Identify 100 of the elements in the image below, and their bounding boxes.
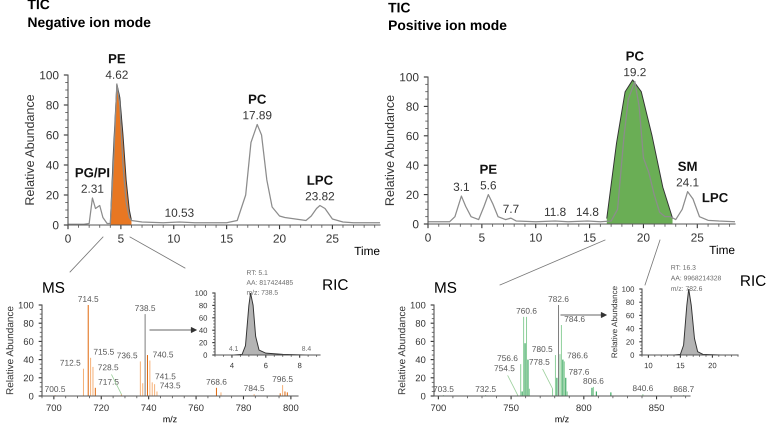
- annotation: 741.5: [155, 374, 176, 380]
- annotation: 796.5: [272, 376, 293, 382]
- annotation: 712.5: [60, 360, 80, 366]
- chart-title: RIC: [323, 279, 348, 290]
- annotation: 736.5: [117, 352, 138, 358]
- annotation: PG/PI: [76, 168, 110, 178]
- y-tick-label: 0: [52, 221, 59, 230]
- annotation: 17.89: [243, 111, 272, 120]
- annotation: 780.5: [532, 346, 552, 352]
- y-tick-label: 0: [412, 220, 419, 228]
- annotation: PE: [108, 54, 126, 64]
- y-tick-label: 40: [24, 356, 34, 364]
- annotation: 5.6: [480, 181, 496, 190]
- x-tick-label: 740: [141, 404, 156, 412]
- x-tick-label: 700: [430, 404, 446, 412]
- y-tick-label: 80: [24, 320, 34, 327]
- annotation: 703.5: [433, 386, 454, 392]
- y-tick-label: 60: [46, 131, 59, 140]
- x-tick-label: 720: [94, 404, 109, 412]
- y-axis-title: Relative Abundance: [384, 95, 394, 206]
- y-tick-label: 100: [410, 302, 426, 309]
- annotation: 10.53: [166, 208, 194, 217]
- annotation: 714.5: [78, 296, 98, 302]
- y-tick-label: 80: [46, 101, 59, 110]
- annotation: 14.8: [576, 208, 598, 216]
- annotation: 784.5: [244, 385, 264, 392]
- x-tick-label: 760: [188, 404, 204, 412]
- annotation: LPC: [702, 192, 728, 202]
- annotation: 743.5: [160, 382, 180, 388]
- annotation: 778.5: [529, 358, 550, 365]
- x-tick-label: 10: [530, 233, 542, 242]
- x-tick-label: 750: [504, 404, 519, 412]
- x-axis-title: Time: [354, 246, 380, 256]
- y-tick-label: 20: [24, 374, 34, 382]
- annotation: 2.31: [82, 184, 104, 193]
- annotation: 728.5: [98, 364, 118, 370]
- x-tick-label: 20: [637, 233, 650, 242]
- annotation: PC: [248, 94, 266, 104]
- annotation: 806.6: [583, 378, 604, 384]
- y-tick-label: 20: [406, 190, 419, 199]
- y-tick-label: 60: [24, 338, 34, 345]
- annotation: 732.5: [476, 386, 496, 392]
- y-tick-label: 80: [406, 102, 419, 111]
- y-tick-label: 40: [406, 161, 419, 170]
- x-tick-label: 15: [584, 233, 596, 242]
- x-tick-label: 850: [649, 404, 664, 412]
- annotation: 23.82: [306, 192, 334, 200]
- x-tick-label: 0: [65, 234, 71, 243]
- x-tick-label: 5: [118, 234, 124, 243]
- y-axis-title: Relative Abundance: [6, 306, 14, 394]
- x-tick-label: 15: [220, 234, 233, 243]
- annotation: 782.6: [548, 296, 569, 302]
- x-tick-label: 5: [479, 233, 485, 242]
- annotation: 786.6: [568, 352, 588, 358]
- chart-subtitle: Negative ion mode: [28, 16, 150, 30]
- x-axis-title: m/z: [163, 416, 177, 422]
- y-tick-label: 80: [416, 320, 426, 327]
- annotation: 787.6: [568, 368, 590, 375]
- annotation: 740.5: [153, 352, 174, 358]
- annotation: 7.7: [503, 204, 519, 213]
- x-tick-label: 25: [326, 234, 338, 243]
- annotation: 760.6: [516, 308, 537, 314]
- y-axis-title: Relative Abundance: [24, 94, 34, 205]
- annotation: 756.6: [497, 355, 518, 362]
- annotation: 11.8: [544, 208, 566, 216]
- chart-title: TIC: [388, 2, 410, 13]
- x-tick-label: 10: [168, 234, 180, 243]
- annotation: 4.62: [106, 70, 128, 79]
- x-axis-title: m/z: [555, 416, 569, 422]
- x-tick-label: 800: [283, 404, 298, 412]
- x-tick-label: 800: [576, 404, 592, 412]
- y-tick-label: 0: [28, 392, 34, 400]
- x-tick-label: 25: [691, 233, 704, 242]
- annotation: 700.5: [45, 386, 66, 392]
- annotation: 19.2: [624, 68, 646, 76]
- x-tick-label: 20: [274, 234, 286, 243]
- chart-title: MS: [435, 282, 456, 293]
- y-tick-label: 40: [416, 356, 426, 364]
- y-tick-label: 100: [400, 73, 419, 82]
- annotation: 24.1: [676, 178, 699, 186]
- annotation: 840.6: [632, 385, 653, 392]
- y-axis-title: Relative Abundance: [611, 286, 618, 358]
- annotation: 768.6: [206, 378, 227, 385]
- chart-subtitle: Positive ion mode: [389, 20, 506, 30]
- y-tick-label: 60: [416, 338, 426, 345]
- y-tick-label: 100: [40, 71, 59, 80]
- annotation: LPC: [308, 175, 333, 185]
- annotation: SM: [678, 162, 697, 171]
- y-tick-label: 100: [18, 302, 34, 309]
- chart-title: RIC: [741, 275, 766, 286]
- chart-title: MS: [43, 282, 64, 293]
- annotation: 738.5: [135, 305, 156, 312]
- x-tick-label: 0: [425, 233, 431, 242]
- y-tick-label: 20: [46, 191, 59, 200]
- annotation: 715.5: [94, 348, 114, 355]
- x-tick-label: 780: [236, 404, 251, 412]
- annotation: 3.1: [454, 182, 470, 191]
- annotation: PE: [480, 164, 497, 174]
- y-tick-label: 0: [420, 392, 426, 400]
- annotation: 754.5: [494, 365, 515, 372]
